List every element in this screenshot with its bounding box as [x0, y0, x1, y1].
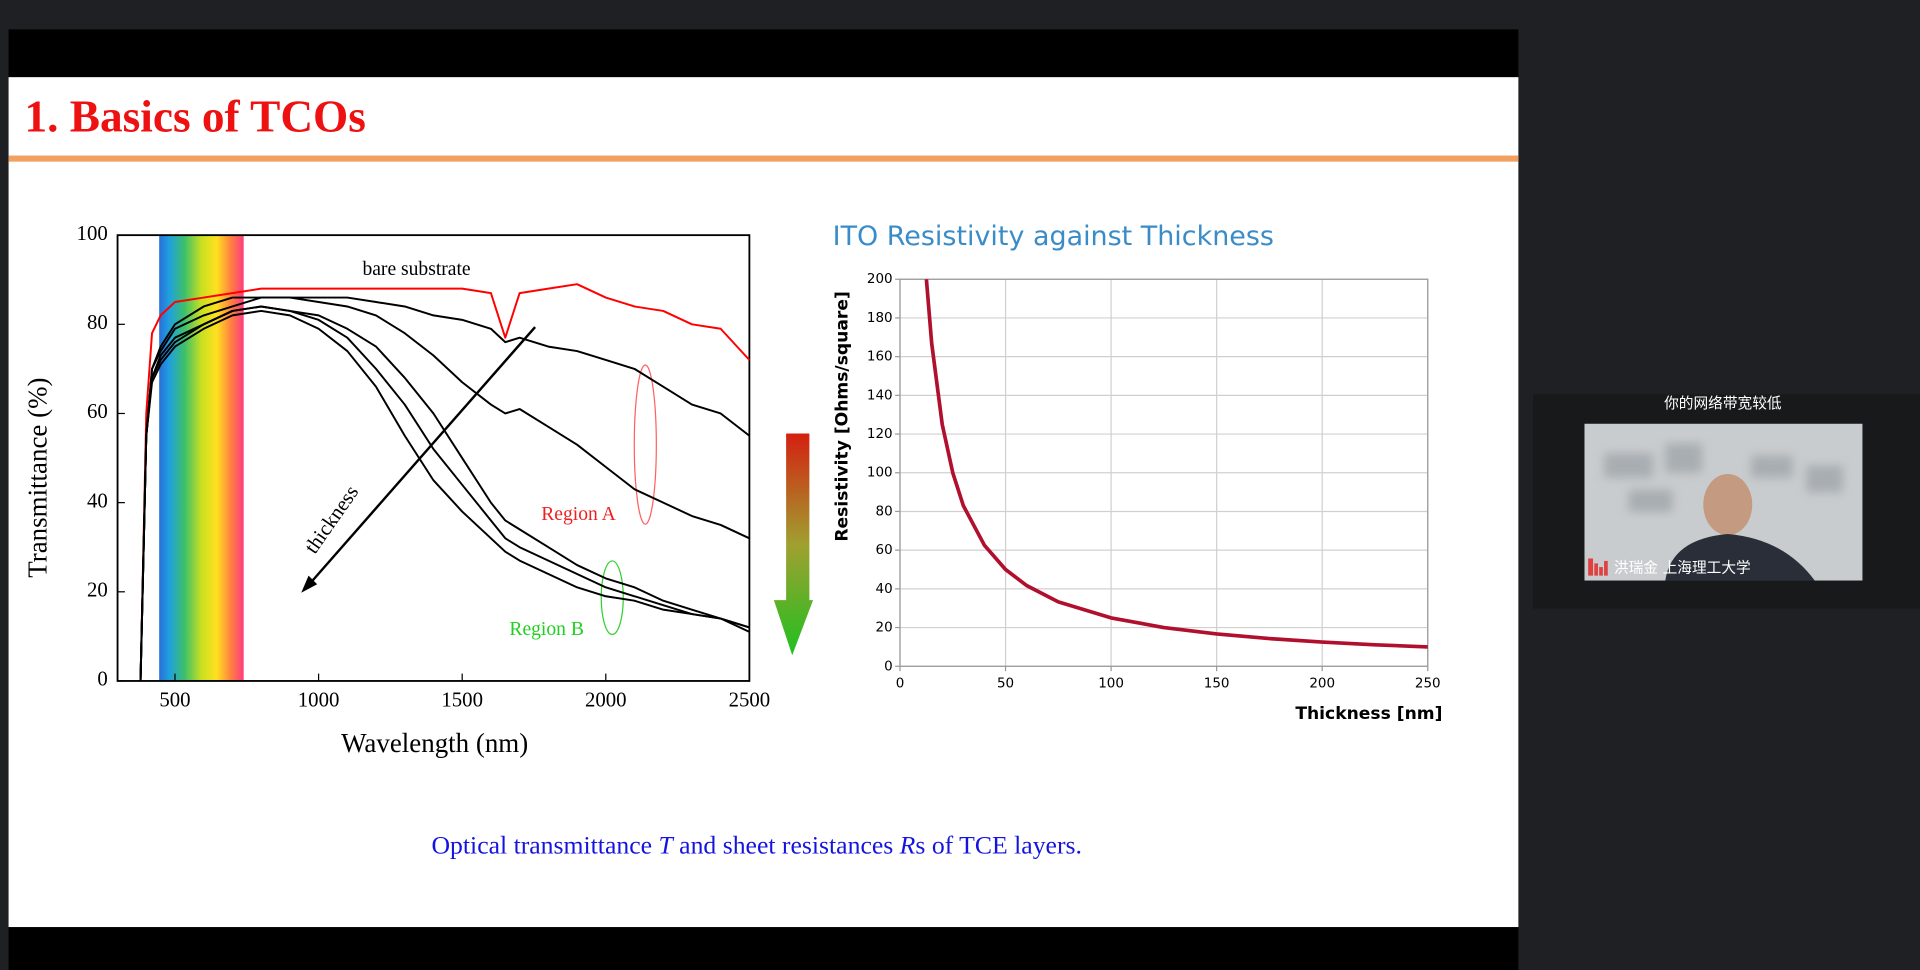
data-line: [139, 305, 750, 681]
y-axis-label: Transmittance (%): [23, 378, 53, 578]
y-tick-label: 80: [87, 310, 108, 334]
region-a-ellipse: [633, 364, 657, 525]
y-tick-label: 20: [87, 578, 108, 602]
visible-spectrum: [159, 235, 244, 681]
plot-frame: [899, 278, 1429, 667]
y-tick-label: 40: [87, 488, 108, 512]
x-tick-label: 50: [997, 675, 1014, 691]
data-line: [139, 296, 750, 681]
participant-name: 洪瑞金 上海理工大学: [1614, 559, 1751, 576]
y-tick-label: 60: [87, 399, 108, 423]
chart-title: ITO Resistivity against Thickness: [833, 221, 1274, 252]
plot-frame: [116, 234, 751, 682]
y-tick-label: 80: [876, 503, 893, 519]
y-tick-label: 100: [77, 221, 108, 245]
annotation: Region B: [509, 619, 584, 640]
y-tick-label: 180: [867, 310, 893, 326]
x-tick-label: 1000: [298, 688, 340, 712]
arrow-head: [301, 575, 318, 593]
caption-text: T: [658, 830, 674, 859]
data-line: [139, 309, 750, 681]
x-tick-label: 150: [1204, 675, 1230, 691]
x-tick-label: 250: [1415, 675, 1441, 691]
signal-bar: [1599, 567, 1603, 576]
caption-text: s of TCE layers.: [915, 830, 1082, 859]
data-line: [139, 283, 751, 681]
data-line: [924, 279, 1428, 649]
x-axis-label: Wavelength (nm): [341, 728, 528, 758]
y-tick-label: 200: [867, 271, 893, 287]
data-line: [139, 305, 750, 681]
x-tick-label: 500: [159, 688, 190, 712]
caption-text: R: [899, 830, 916, 859]
x-tick-label: 2500: [729, 688, 771, 712]
y-tick-label: 120: [867, 426, 893, 442]
y-tick-label: 160: [867, 349, 893, 365]
x-tick-label: 1500: [441, 688, 483, 712]
caption: Optical transmittance T and sheet resist…: [432, 830, 1082, 859]
y-tick-label: 0: [97, 667, 107, 691]
x-tick-label: 0: [896, 675, 905, 691]
letterbox-top: [8, 29, 1519, 79]
annotation: bare substrate: [362, 259, 470, 280]
y-tick-label: 100: [867, 465, 893, 481]
x-axis-label: Thickness [nm]: [1295, 704, 1442, 724]
y-tick-label: 140: [867, 387, 893, 403]
video-frame: [1584, 423, 1863, 581]
caption-text: and sheet resistances: [673, 830, 900, 859]
signal-bar: [1588, 558, 1594, 576]
title-rule: [8, 155, 1519, 162]
y-tick-label: 20: [876, 620, 893, 636]
y-axis-label: Resistivity [Ohms/square]: [832, 291, 852, 541]
annotation: Region A: [541, 504, 616, 525]
slide-title: 1. Basics of TCOs: [24, 92, 365, 142]
signal-bar: [1604, 560, 1608, 576]
gradient-arrow: [773, 433, 814, 656]
y-tick-label: 0: [884, 658, 893, 674]
letterbox-bottom: [8, 927, 1519, 970]
y-tick-label: 40: [876, 581, 893, 597]
thickness-arrow: [305, 326, 537, 589]
y-tick-label: 60: [876, 542, 893, 558]
region-b-ellipse: [600, 560, 624, 636]
x-tick-label: 200: [1309, 675, 1335, 691]
caption-text: Optical transmittance: [432, 830, 659, 859]
network-notice: 你的网络带宽较低: [1664, 394, 1782, 412]
signal-bar: [1594, 563, 1598, 576]
data-line: [139, 296, 750, 681]
x-tick-label: 100: [1098, 675, 1124, 691]
x-tick-label: 2000: [585, 688, 627, 712]
